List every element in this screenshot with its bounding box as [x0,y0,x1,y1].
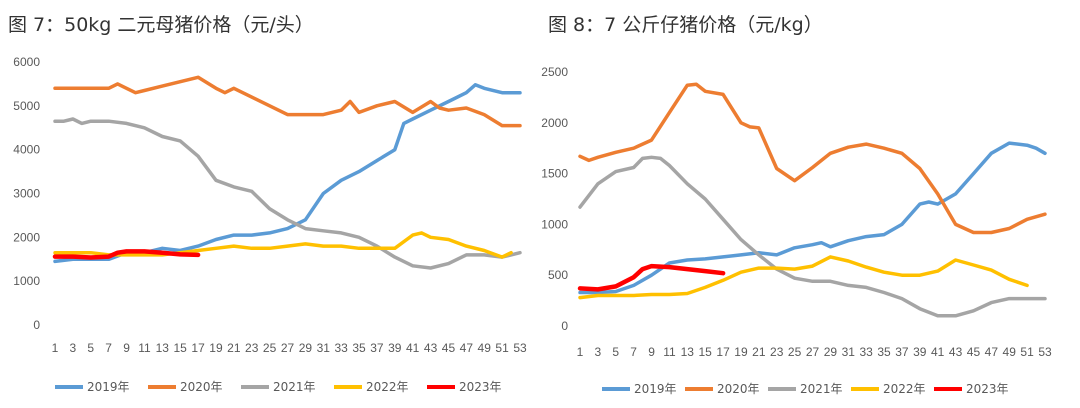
x-tick-label: 21 [227,341,241,355]
x-tick-label: 1 [577,345,584,359]
x-tick-label: 17 [191,341,205,355]
legend-label: 2020年 [717,382,760,396]
legend-label: 2020年 [180,380,223,394]
x-tick-label: 43 [949,345,963,359]
x-tick-label: 13 [156,341,170,355]
legend-label: 2023年 [459,380,502,394]
x-tick-label: 41 [931,345,945,359]
x-tick-label: 35 [352,341,366,355]
series-line-2023年 [52,249,201,260]
x-tick-label: 39 [388,341,402,355]
y-tick-label: 0 [33,318,40,332]
x-tick-label: 3 [70,341,77,355]
legend-label: 2022年 [366,380,409,394]
x-tick-label: 21 [752,345,766,359]
x-tick-label: 29 [299,341,313,355]
x-tick-label: 45 [967,345,981,359]
x-tick-label: 47 [985,345,999,359]
x-tick-label: 49 [1003,345,1017,359]
x-tick-label: 53 [1038,345,1052,359]
x-tick-label: 43 [424,341,438,355]
x-tick-label: 17 [716,345,730,359]
x-tick-label: 41 [406,341,420,355]
x-tick-label: 51 [495,341,509,355]
chart-title: 图 8：7 公斤仔猪价格（元/kg） [548,14,823,36]
legend-label: 2019年 [634,382,677,396]
x-tick-label: 31 [842,345,856,359]
x-tick-label: 31 [317,341,331,355]
x-tick-label: 37 [370,341,384,355]
x-tick-label: 39 [913,345,927,359]
series-line-2022年 [53,231,513,259]
series-line-2021年 [53,117,522,270]
x-tick-label: 9 [123,341,130,355]
x-tick-label: 7 [105,341,112,355]
legend-label: 2022年 [883,382,926,396]
x-tick-label: 13 [681,345,695,359]
x-tick-label: 19 [734,345,748,359]
y-tick-label: 4000 [13,143,40,157]
x-tick-label: 25 [263,341,277,355]
y-tick-label: 2000 [13,230,40,244]
series-line-2021年 [578,155,1047,318]
x-tick-label: 35 [877,345,891,359]
y-tick-label: 2500 [541,65,568,79]
x-tick-label: 25 [788,345,802,359]
y-tick-label: 2000 [541,116,568,130]
x-tick-label: 9 [648,345,655,359]
x-tick-label: 5 [612,345,619,359]
x-tick-label: 33 [859,345,873,359]
legend-label: 2023年 [966,382,1009,396]
x-tick-label: 49 [478,341,492,355]
x-tick-label: 23 [245,341,259,355]
chart-title: 图 7：50kg 二元母猪价格（元/头） [8,14,314,36]
chart-panel-sow-price: 图 7：50kg 二元母猪价格（元/头） 0 1000 2000 3000 4000 50… [8,14,527,394]
x-tick-label: 7 [630,345,637,359]
x-tick-label: 45 [442,341,456,355]
y-tick-label: 500 [548,268,568,282]
y-tick-label: 1000 [13,274,40,288]
legend-label: 2019年 [87,380,130,394]
x-tick-label: 3 [595,345,602,359]
series-line-2022年 [578,255,1029,300]
x-tick-label: 11 [663,345,676,359]
y-tick-label: 3000 [13,187,40,201]
x-tick-label: 27 [281,341,295,355]
legend-label: 2021年 [273,380,316,394]
x-tick-label: 1 [52,341,59,355]
chart-panel-piglet-price: 图 8：7 公斤仔猪价格（元/kg） 0 500 1000 1500 2000 2500 1… [540,0,1080,408]
x-tick-label: 23 [770,345,784,359]
series-line-2020年 [578,82,1047,235]
x-tick-label: 33 [334,341,348,355]
x-tick-label: 15 [174,341,188,355]
y-tick-label: 5000 [13,99,40,113]
x-tick-label: 5 [87,341,94,355]
y-tick-label: 0 [561,319,568,333]
y-tick-label: 1500 [541,167,568,181]
x-tick-label: 53 [513,341,527,355]
x-tick-label: 19 [209,341,223,355]
y-tick-label: 6000 [13,55,40,69]
series-line-2020年 [53,75,522,128]
series-line-2023年 [577,263,726,292]
y-tick-label: 1000 [541,217,568,231]
legend-label: 2021年 [800,382,843,396]
x-tick-label: 15 [699,345,713,359]
x-tick-label: 27 [806,345,820,359]
x-tick-label: 29 [824,345,838,359]
x-tick-label: 51 [1020,345,1034,359]
x-tick-label: 11 [138,341,151,355]
x-tick-label: 47 [460,341,474,355]
x-tick-label: 37 [895,345,909,359]
